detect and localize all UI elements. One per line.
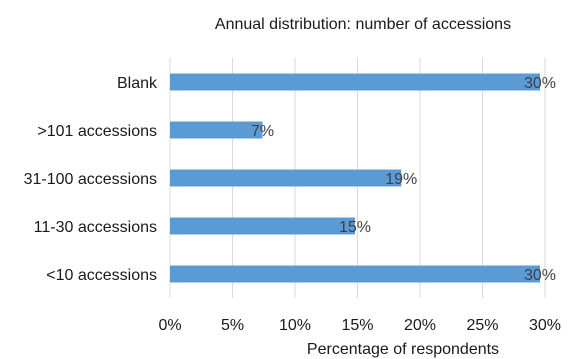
x-tick-label: 5% [221, 317, 244, 334]
x-tick-label: 0% [158, 317, 181, 334]
x-axis-label: Percentage of respondents [307, 341, 499, 358]
bar [170, 73, 540, 91]
x-tick-label: 20% [404, 317, 436, 334]
data-label: 7% [251, 123, 274, 140]
bar [170, 121, 263, 139]
bar [170, 169, 402, 187]
x-tick-label: 30% [529, 317, 561, 334]
chart-title: Annual distribution: number of accession… [215, 16, 511, 33]
category-label: Blank [117, 75, 158, 92]
category-label: <10 accessions [46, 267, 157, 284]
data-label: 19% [385, 171, 417, 188]
bars [170, 73, 540, 283]
x-tick-label: 10% [279, 317, 311, 334]
x-tick-label: 25% [466, 317, 498, 334]
x-tick-label: 15% [341, 317, 373, 334]
data-label: 30% [524, 75, 556, 92]
data-label: 30% [524, 267, 556, 284]
category-label: 31-100 accessions [24, 171, 157, 188]
bar [170, 265, 540, 283]
category-label: 11-30 accessions [34, 219, 157, 236]
x-tick-labels: 0% 5% 10% 15% 20% 25% 30% [158, 317, 561, 334]
category-label: >101 accessions [37, 123, 157, 140]
data-labels: 30% 15% 19% 7% 30% [251, 75, 556, 284]
data-label: 15% [339, 219, 371, 236]
category-labels: <10 accessions 11-30 accessions 31-100 acc… [24, 75, 158, 284]
bar [170, 217, 355, 235]
